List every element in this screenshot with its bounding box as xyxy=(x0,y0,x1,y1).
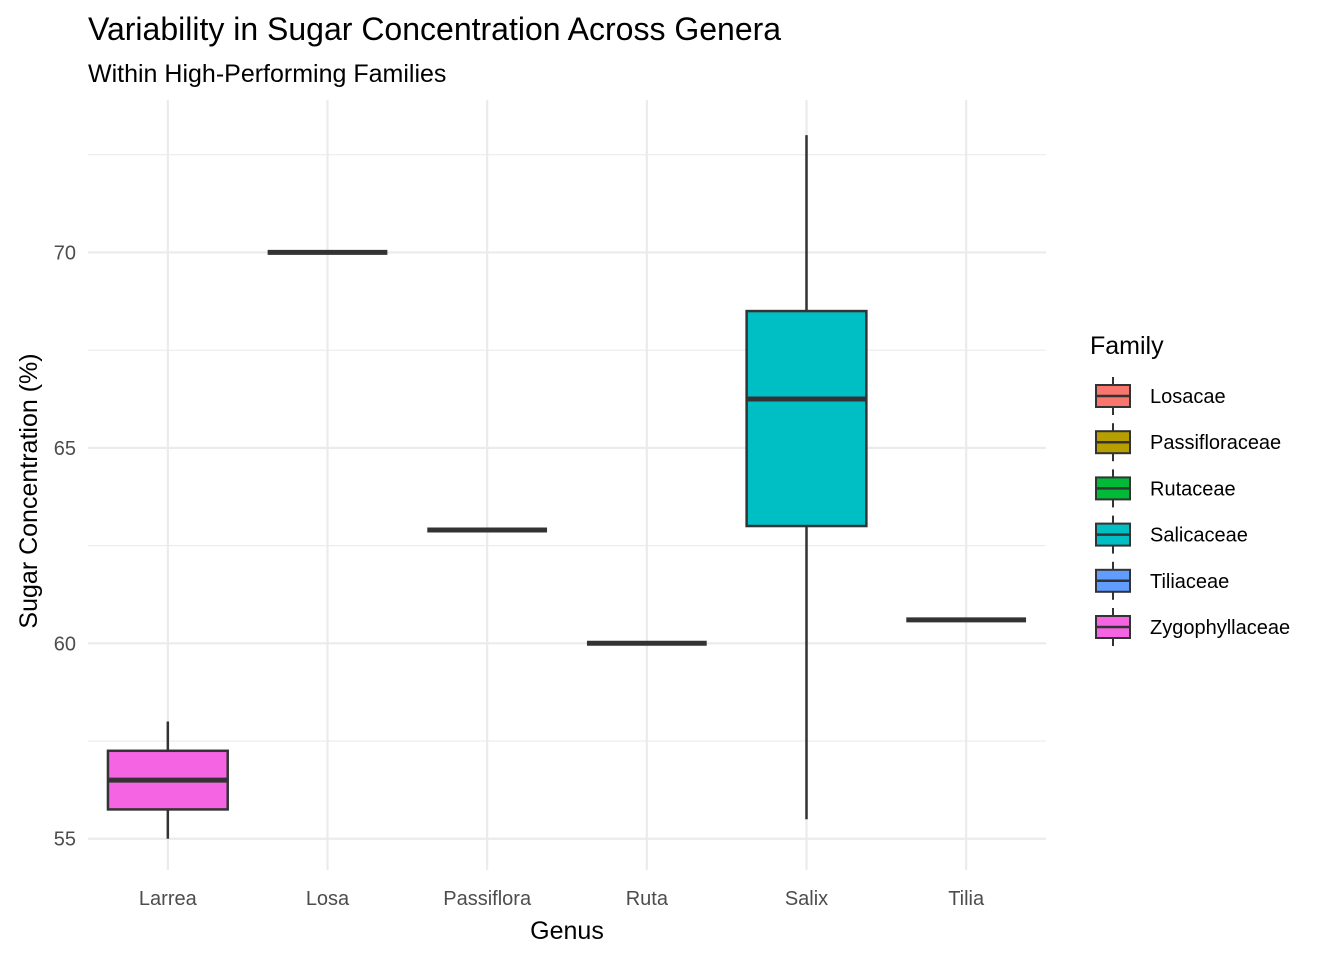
legend-title: Family xyxy=(1090,332,1164,360)
legend-label: Losacae xyxy=(1150,386,1226,408)
legend-item: Rutaceae xyxy=(1095,469,1236,508)
x-axis-title: Genus xyxy=(530,917,604,945)
box-larrea xyxy=(106,721,229,839)
legend-item: Passifloraceae xyxy=(1095,423,1281,462)
legend: Losacae Passifloraceae Rutaceae Salicaceae T… xyxy=(1095,377,1290,646)
legend-label: Passifloraceae xyxy=(1150,432,1281,454)
box-salix xyxy=(745,135,868,820)
x-axis-ticks: Larrea Losa Passiflora Ruta Salix Tilia xyxy=(139,888,985,910)
legend-item: Salicaceae xyxy=(1095,515,1248,554)
y-axis-ticks: 55 60 65 70 xyxy=(54,242,76,850)
y-axis-title: Sugar Concentration (%) xyxy=(15,353,43,628)
legend-item: Tiliaceae xyxy=(1095,561,1229,600)
x-tick-label: Passiflora xyxy=(443,888,532,910)
y-tick-label: 70 xyxy=(54,242,76,264)
legend-item: Zygophyllaceae xyxy=(1095,608,1290,646)
x-tick-label: Tilia xyxy=(948,888,985,910)
legend-label: Tiliaceae xyxy=(1150,571,1229,593)
y-tick-label: 60 xyxy=(54,633,76,655)
boxes xyxy=(106,135,1027,839)
x-tick-label: Salix xyxy=(785,888,828,910)
legend-label: Rutaceae xyxy=(1150,478,1236,500)
box-iqr xyxy=(745,309,868,528)
x-tick-label: Ruta xyxy=(626,888,669,910)
y-tick-label: 65 xyxy=(54,438,76,460)
x-tick-label: Larrea xyxy=(139,888,198,910)
gridlines xyxy=(88,100,1046,870)
y-tick-label: 55 xyxy=(54,829,76,851)
chart-subtitle: Within High-Performing Families xyxy=(88,60,446,88)
chart-title: Variability in Sugar Concentration Acros… xyxy=(88,11,781,47)
legend-label: Zygophyllaceae xyxy=(1150,617,1290,639)
legend-label: Salicaceae xyxy=(1150,525,1248,547)
x-tick-label: Losa xyxy=(306,888,350,910)
legend-item: Losacae xyxy=(1095,377,1226,415)
